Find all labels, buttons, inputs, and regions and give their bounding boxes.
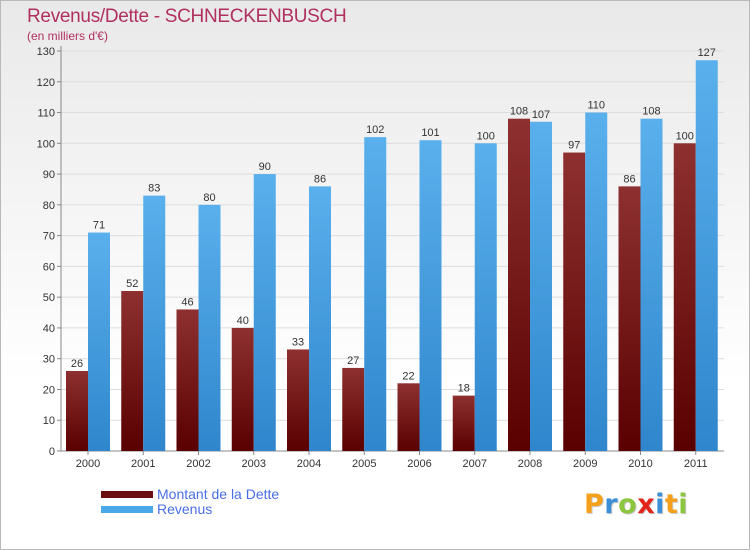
proxiti-logo: Proxiti [584, 489, 689, 520]
y-tick-label: 30 [43, 354, 55, 366]
bar-revenue [253, 174, 276, 452]
data-label-debt: 52 [126, 278, 138, 290]
data-label-revenue: 110 [587, 100, 605, 112]
data-label-debt: 86 [623, 173, 635, 185]
legend-swatch-revenue [101, 506, 153, 513]
bar-debt [231, 327, 254, 451]
x-tick-label: 2004 [297, 458, 321, 470]
bar-revenue [419, 140, 442, 451]
data-label-debt: 97 [568, 140, 580, 152]
y-tick-label: 0 [49, 446, 55, 458]
data-label-debt: 33 [292, 336, 304, 348]
x-tick-label: 2009 [573, 458, 597, 470]
bar-debt [397, 383, 420, 451]
data-label-revenue: 127 [698, 47, 716, 59]
bar-debt [452, 395, 475, 451]
bar-debt [342, 367, 365, 451]
x-tick-label: 2000 [76, 458, 100, 470]
chart-legend: Montant de la Dette Revenus [101, 487, 279, 517]
bar-revenue [309, 186, 331, 451]
y-tick-label: 40 [43, 323, 55, 335]
data-label-debt: 26 [71, 358, 83, 370]
x-tick-label: 2001 [131, 458, 155, 470]
bar-revenue [88, 232, 110, 451]
data-label-debt: 40 [237, 315, 249, 327]
bar-debt [66, 371, 88, 451]
bar-revenue [695, 60, 718, 451]
bar-revenue [530, 121, 552, 452]
y-tick-label: 80 [43, 200, 55, 212]
bar-debt [673, 143, 696, 452]
data-label-revenue: 107 [532, 109, 550, 121]
y-tick-label: 70 [43, 231, 55, 243]
x-tick-label: 2008 [518, 458, 542, 470]
data-label-debt: 100 [676, 130, 694, 142]
bar-revenue [143, 195, 166, 451]
y-tick-label: 90 [43, 169, 55, 181]
bar-revenue [364, 137, 387, 451]
data-label-revenue: 83 [148, 183, 160, 195]
y-tick-label: 60 [43, 261, 55, 273]
y-tick-label: 20 [43, 384, 55, 396]
bar-debt [176, 309, 199, 451]
bar-debt [508, 118, 530, 451]
bar-revenue [640, 118, 663, 451]
legend-label-debt: Montant de la Dette [157, 486, 280, 502]
data-label-revenue: 100 [477, 130, 495, 142]
bar-revenue [474, 143, 497, 452]
legend-item-debt: Montant de la Dette [101, 487, 279, 502]
x-tick-label: 2003 [242, 458, 266, 470]
data-label-debt: 27 [347, 355, 359, 367]
x-tick-label: 2006 [407, 458, 431, 470]
x-tick-label: 2010 [628, 458, 652, 470]
legend-item-revenue: Revenus [101, 502, 279, 517]
legend-label-revenue: Revenus [157, 501, 213, 517]
x-tick-label: 2002 [186, 458, 210, 470]
bar-debt [618, 186, 641, 451]
bar-debt [563, 152, 586, 452]
data-label-revenue: 101 [421, 127, 439, 139]
legend-swatch-debt [101, 491, 153, 498]
data-label-debt: 18 [458, 383, 470, 395]
y-tick-label: 100 [37, 138, 55, 150]
data-label-revenue: 71 [93, 220, 105, 232]
y-tick-label: 50 [43, 292, 55, 304]
data-label-debt: 46 [181, 296, 193, 308]
chart-subtitle: (en milliers d'€) [27, 29, 108, 43]
data-label-revenue: 108 [642, 106, 660, 118]
data-label-revenue: 86 [314, 173, 326, 185]
data-label-debt: 22 [402, 370, 414, 382]
chart-title: Revenus/Dette - SCHNECKENBUSCH [27, 6, 347, 27]
bar-revenue [198, 204, 221, 451]
data-label-revenue: 80 [203, 192, 215, 204]
y-tick-label: 130 [37, 46, 55, 58]
x-tick-label: 2007 [463, 458, 487, 470]
y-tick-label: 120 [37, 77, 55, 89]
data-label-revenue: 102 [366, 124, 384, 136]
bar-debt [121, 291, 144, 451]
bar-revenue [585, 112, 608, 452]
x-tick-label: 2011 [684, 458, 708, 470]
bar-debt [287, 349, 309, 451]
x-tick-label: 2005 [352, 458, 376, 470]
y-tick-label: 110 [37, 108, 55, 120]
data-label-debt: 108 [510, 106, 528, 118]
data-label-revenue: 90 [259, 161, 271, 173]
y-tick-label: 10 [43, 415, 55, 427]
